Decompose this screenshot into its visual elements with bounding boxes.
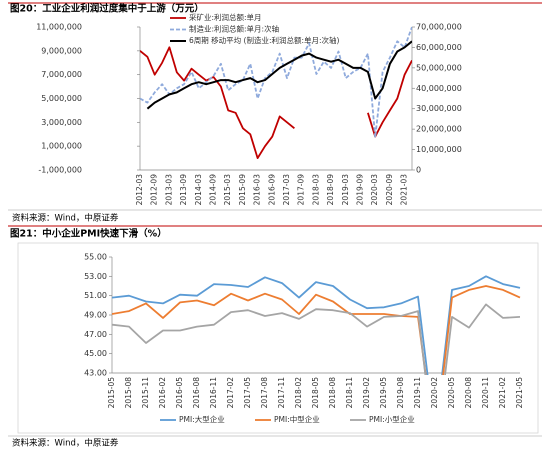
x-tick-label: 2017-05 bbox=[243, 377, 252, 409]
y-tick-label: 43.00 bbox=[84, 369, 107, 378]
y-tick-label: 53.00 bbox=[84, 272, 107, 281]
x-tick-label: 2015-03 bbox=[223, 174, 232, 206]
legend-label: 6周期 移动平均 (制造业:利润总额:单月:次轴) bbox=[189, 35, 340, 45]
y-tick-label: 45.00 bbox=[84, 349, 107, 358]
y2-tick-label: 50,000,000 bbox=[416, 63, 462, 72]
y-tick-label: 11,000,000 bbox=[36, 23, 82, 32]
legend-label: 采矿业:利润总额:单月 bbox=[189, 12, 262, 22]
x-tick-label: 2016-09 bbox=[267, 174, 276, 206]
x-tick-label: 2017-03 bbox=[282, 174, 291, 206]
plot bbox=[112, 275, 521, 375]
x-tick-label: 2016-11 bbox=[209, 377, 218, 409]
x-tick-label: 2013-03 bbox=[164, 174, 173, 206]
x-tick-label: 2016-02 bbox=[158, 377, 167, 409]
series-line bbox=[112, 275, 521, 375]
y-tick-label: 3,000,000 bbox=[41, 118, 82, 127]
y-tick-label: 49.00 bbox=[84, 311, 107, 320]
x-tick-label: 2019-08 bbox=[396, 377, 405, 409]
x-tick-label: 2015-09 bbox=[238, 174, 247, 206]
y-tick-label: 47.00 bbox=[84, 330, 107, 339]
x-tick-label: 2016-05 bbox=[175, 377, 184, 409]
y-tick-label: 51.00 bbox=[84, 291, 107, 300]
x-tick-label: 2012-09 bbox=[150, 174, 159, 206]
plot bbox=[140, 26, 412, 159]
legend-label: 制造业:利润总额:单月:次轴 bbox=[189, 24, 279, 34]
x-tick-label: 2016-03 bbox=[253, 174, 262, 206]
x-tick-label: 2020-05 bbox=[447, 377, 456, 409]
legend-label: PMI:大型企业 bbox=[179, 414, 225, 424]
y2-tick-label: 60,000,000 bbox=[416, 43, 462, 52]
y2-tick-label: 20,000,000 bbox=[416, 125, 462, 134]
y2-tick-label: 30,000,000 bbox=[416, 104, 462, 113]
x-tick-label: 2020-08 bbox=[464, 377, 473, 409]
y-tick-label: 9,000,000 bbox=[41, 46, 82, 55]
figure-title: 图20：工业企业利润过度集中于上游（万元） bbox=[10, 3, 204, 15]
y-tick-label: 55.00 bbox=[84, 253, 107, 262]
x-tick-label: 2017-11 bbox=[277, 377, 286, 409]
x-tick-label: 2019-09 bbox=[356, 174, 365, 206]
x-tick-label: 2019-05 bbox=[379, 377, 388, 409]
series-line bbox=[112, 303, 521, 375]
x-tick-label: 2014-03 bbox=[194, 174, 203, 206]
source: 资料来源：Wind，中原证券 bbox=[12, 438, 119, 449]
y-tick-label: 1,000,000 bbox=[41, 142, 82, 151]
series-line bbox=[140, 26, 412, 139]
x-tick-label: 2018-02 bbox=[294, 377, 303, 409]
x-tick-label: 2018-03 bbox=[311, 174, 320, 206]
series-line bbox=[146, 40, 412, 110]
x-tick-label: 2018-05 bbox=[311, 377, 320, 409]
x-tick-label: 2019-11 bbox=[413, 377, 422, 409]
x-tick-label: 2018-08 bbox=[328, 377, 337, 409]
x-tick-label: 2020-03 bbox=[370, 174, 379, 206]
x-tick-label: 2018-11 bbox=[345, 377, 354, 409]
x-tick-label: 2015-08 bbox=[124, 377, 133, 409]
chart-frame bbox=[17, 242, 539, 434]
x-tick-label: 2012-03 bbox=[135, 174, 144, 206]
x-tick-label: 2018-09 bbox=[326, 174, 335, 206]
x-tick-label: 2021-05 bbox=[515, 377, 524, 409]
y-tick-label: -1,000,000 bbox=[38, 166, 82, 175]
x-tick-label: 2021-03 bbox=[400, 174, 409, 206]
legend-label: PMI:小型企业 bbox=[369, 414, 415, 424]
source: 资料来源：Wind，中原证券 bbox=[12, 213, 119, 224]
series-line bbox=[112, 285, 521, 375]
x-tick-label: 2021-02 bbox=[498, 377, 507, 409]
y2-tick-label: 0 bbox=[416, 166, 421, 175]
y-tick-label: 5,000,000 bbox=[41, 94, 82, 103]
x-tick-label: 2017-08 bbox=[260, 377, 269, 409]
x-tick-label: 2020-09 bbox=[385, 174, 394, 206]
y-tick-label: 7,000,000 bbox=[41, 70, 82, 79]
y2-tick-label: 40,000,000 bbox=[416, 84, 462, 93]
x-tick-label: 2017-02 bbox=[226, 377, 235, 409]
x-tick-label: 2019-02 bbox=[362, 377, 371, 409]
x-tick-label: 2015-05 bbox=[107, 377, 116, 409]
x-tick-label: 2016-08 bbox=[192, 377, 201, 409]
x-tick-label: 2013-09 bbox=[179, 174, 188, 206]
x-tick-label: 2020-11 bbox=[481, 377, 490, 409]
figure-title: 图21：中小企业PMI快速下滑（%） bbox=[10, 228, 167, 240]
x-tick-label: 2019-03 bbox=[341, 174, 350, 206]
x-tick-label: 2014-09 bbox=[209, 174, 218, 206]
legend-label: PMI:中型企业 bbox=[274, 414, 320, 424]
x-tick-label: 2015-11 bbox=[141, 377, 150, 409]
y2-tick-label: 70,000,000 bbox=[416, 23, 462, 32]
x-tick-label: 2020-02 bbox=[430, 377, 439, 409]
y2-tick-label: 10,000,000 bbox=[416, 145, 462, 154]
x-tick-label: 2017-09 bbox=[297, 174, 306, 206]
